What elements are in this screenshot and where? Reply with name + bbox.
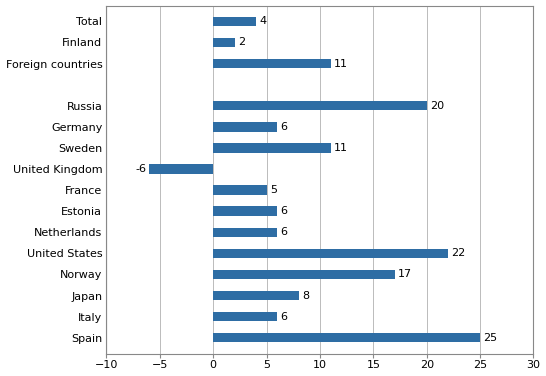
Text: 11: 11 (334, 59, 348, 68)
Text: 5: 5 (270, 185, 277, 195)
Text: 6: 6 (281, 312, 287, 321)
Bar (213, 270, 395, 279)
Bar (213, 249, 448, 258)
Bar (213, 206, 277, 216)
Bar (213, 38, 235, 47)
Bar (213, 291, 299, 300)
Text: 17: 17 (398, 270, 412, 279)
Text: 6: 6 (281, 122, 287, 132)
Bar (213, 185, 266, 195)
Bar (149, 164, 213, 174)
Text: 6: 6 (281, 227, 287, 237)
Text: -6: -6 (135, 164, 146, 174)
Text: 22: 22 (451, 248, 466, 258)
Bar (213, 227, 277, 237)
Bar (213, 143, 331, 153)
Text: 25: 25 (483, 333, 497, 343)
Text: 11: 11 (334, 143, 348, 153)
Bar (213, 59, 331, 68)
Text: 6: 6 (281, 206, 287, 216)
Bar (213, 122, 277, 132)
Bar (213, 17, 256, 26)
Text: 2: 2 (238, 38, 245, 47)
Bar (213, 333, 480, 343)
Bar (213, 312, 277, 321)
Text: 20: 20 (430, 101, 444, 111)
Bar (213, 101, 427, 111)
Text: 8: 8 (302, 291, 309, 300)
Text: 4: 4 (259, 17, 266, 26)
